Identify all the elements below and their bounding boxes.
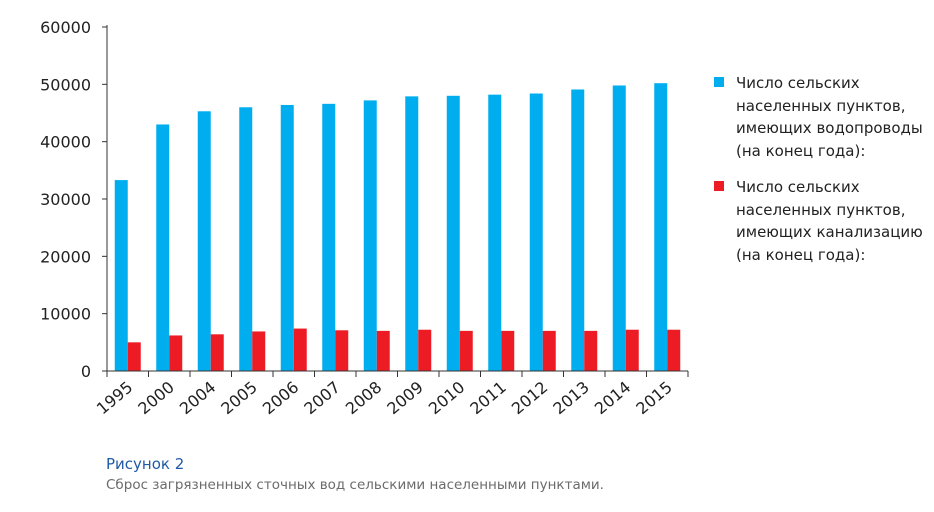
legend-swatch-water-supply	[714, 77, 724, 87]
bar-water-supply-2006	[280, 104, 294, 371]
bar-sewerage-2000	[169, 335, 183, 371]
y-tick-label: 50000	[40, 75, 91, 94]
x-tick-label: 2013	[549, 378, 592, 419]
x-tick-label: 2011	[466, 378, 509, 419]
y-tick-label: 40000	[40, 133, 91, 152]
caption-title: Рисунок 2	[106, 455, 185, 473]
y-tick-label: 20000	[40, 247, 91, 266]
bars-layer	[114, 83, 681, 372]
bar-water-supply-2013	[571, 89, 585, 372]
x-tick-label: 2000	[134, 378, 177, 419]
bar-water-supply-2005	[239, 107, 253, 372]
bar-water-supply-2000	[156, 124, 170, 371]
bar-sewerage-2012	[542, 330, 556, 371]
bar-water-supply-2015	[654, 83, 668, 371]
bar-sewerage-2010	[459, 330, 473, 371]
y-tick-label: 10000	[40, 305, 91, 324]
figure-caption: Рисунок 2 Сброс загрязненных сточных вод…	[106, 453, 604, 495]
bar-sewerage-2013	[584, 330, 598, 371]
x-tick-label: 1995	[93, 378, 136, 419]
bar-sewerage-2006	[293, 328, 307, 371]
bar-water-supply-2008	[363, 100, 377, 371]
bar-water-supply-2009	[405, 96, 419, 372]
bar-sewerage-1995	[127, 342, 141, 371]
x-tick-label: 2007	[300, 378, 343, 419]
x-tick-label: 2004	[176, 378, 219, 419]
bar-water-supply-2004	[197, 111, 211, 371]
bar-water-supply-2011	[488, 94, 502, 372]
x-tick-label: 2008	[342, 378, 385, 419]
bar-water-supply-1995	[114, 180, 128, 371]
bar-sewerage-2009	[418, 329, 432, 371]
x-tick-label: 2009	[383, 378, 426, 419]
x-tick-label: 2014	[591, 378, 634, 419]
bar-sewerage-2005	[252, 331, 266, 371]
legend-item-water-supply: Число сельских населенных пунктов, имеющ…	[714, 72, 929, 162]
bar-water-supply-2007	[322, 103, 336, 371]
x-tick-label: 2005	[217, 378, 260, 419]
x-tick-label: 2015	[632, 378, 675, 419]
x-tick-label: 2006	[259, 378, 302, 419]
bar-sewerage-2008	[376, 330, 390, 371]
legend-label-sewerage: Число сельских населенных пунктов, имеющ…	[736, 178, 923, 264]
bar-water-supply-2014	[612, 85, 626, 371]
y-tick-label: 30000	[40, 190, 91, 209]
bar-water-supply-2012	[529, 93, 543, 371]
x-tick-label: 2010	[425, 378, 468, 419]
bar-sewerage-2007	[335, 330, 349, 371]
caption-text: Сброс загрязненных сточных вод сельскими…	[106, 477, 604, 493]
x-tick-label: 2012	[508, 378, 551, 419]
legend-label-water-supply: Число сельских населенных пунктов, имеющ…	[736, 74, 923, 160]
legend-item-sewerage: Число сельских населенных пунктов, имеющ…	[714, 176, 929, 266]
bar-sewerage-2004	[210, 334, 224, 371]
y-tick-label: 0	[81, 362, 91, 381]
bar-sewerage-2014	[625, 329, 639, 371]
axes-layer	[102, 25, 689, 377]
legend: Число сельских населенных пунктов, имеющ…	[714, 72, 929, 280]
bar-water-supply-2010	[446, 95, 460, 372]
bar-sewerage-2015	[667, 329, 681, 371]
bar-sewerage-2011	[501, 330, 515, 371]
y-tick-label: 60000	[40, 18, 91, 37]
legend-swatch-sewerage	[714, 181, 724, 191]
